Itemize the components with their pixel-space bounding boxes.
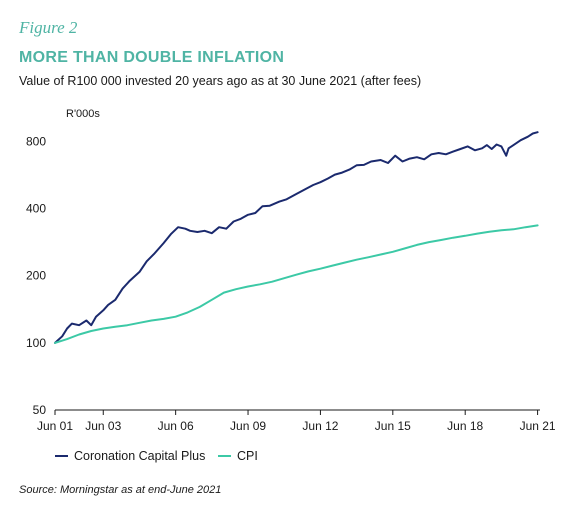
x-tick-label: Jun 03 <box>85 419 121 433</box>
x-tick-label: Jun 01 <box>37 419 73 433</box>
axes: R'000s 50 100 200 400 800 Jun 01 Jun 03 Jun 06 Ju… <box>26 108 556 433</box>
source-note: Source: Morningstar as at end-June 2021 <box>19 484 222 496</box>
x-tick-label: Jun 09 <box>230 419 266 433</box>
figure-label: Figure 2 <box>19 18 78 37</box>
x-tick-label: Jun 12 <box>302 419 338 433</box>
x-tick-label: Jun 18 <box>447 419 483 433</box>
chart-title: MORE THAN DOUBLE INFLATION <box>19 49 285 66</box>
x-tick-label: Jun 15 <box>375 419 411 433</box>
series-line-coronation-capital-plus <box>54 131 539 344</box>
y-axis-label: R'000s <box>66 108 100 120</box>
y-tick-label: 200 <box>26 269 46 283</box>
x-tick-label: Jun 21 <box>520 419 556 433</box>
y-tick-label: 50 <box>33 403 47 417</box>
legend-label: Coronation Capital Plus <box>74 449 205 463</box>
y-tick-label: 400 <box>26 202 46 216</box>
y-tick-label: 800 <box>26 134 46 148</box>
x-tick-label: Jun 06 <box>158 419 194 433</box>
legend-label: CPI <box>237 449 258 463</box>
series-group <box>54 131 539 344</box>
series-line-cpi <box>54 224 539 344</box>
legend: Coronation Capital Plus CPI <box>55 449 258 463</box>
y-tick-label: 100 <box>26 336 46 350</box>
chart-subtitle: Value of R100 000 invested 20 years ago … <box>19 74 422 88</box>
